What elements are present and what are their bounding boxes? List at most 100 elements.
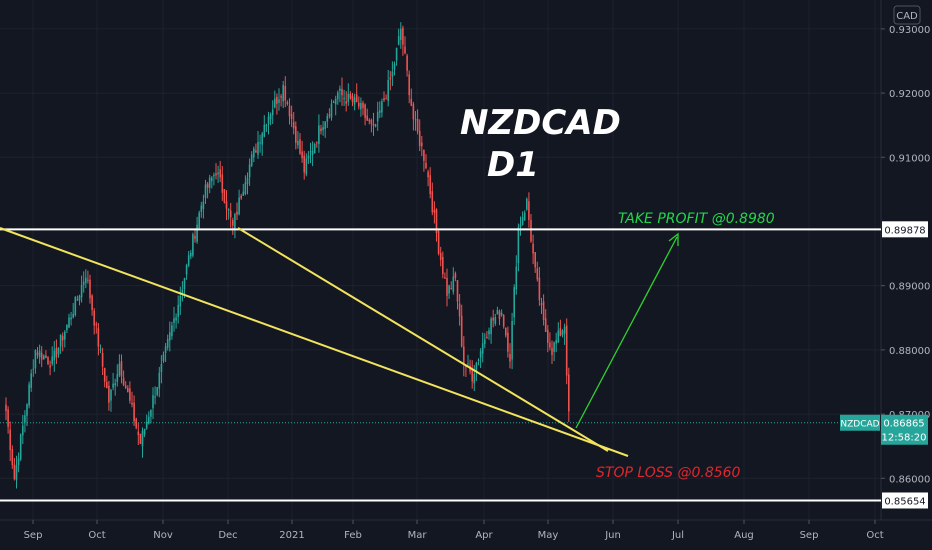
candle-body [559, 328, 562, 336]
candle-body [152, 395, 154, 409]
x-tick-label: Apr [475, 530, 493, 541]
candle-body [236, 211, 238, 215]
horizontal-line-tag-label: 0.85654 [884, 496, 925, 507]
candle-body [490, 318, 492, 335]
candle-body [17, 458, 20, 466]
candle-body [206, 183, 209, 188]
candle-body [198, 212, 200, 229]
candle-body [5, 404, 7, 411]
candle-body [110, 389, 112, 401]
candle-body [448, 285, 450, 294]
candle-body [45, 355, 47, 359]
candle-body [334, 98, 337, 105]
trendline-lower[interactable] [237, 227, 609, 452]
candle-body [318, 125, 320, 144]
candle-body [242, 191, 245, 196]
candle-body [66, 324, 68, 331]
candle-body [213, 174, 215, 177]
candle-body [385, 98, 387, 100]
candle-body [542, 301, 545, 320]
x-tick-label: Nov [153, 530, 173, 541]
take-profit-arrow[interactable] [575, 232, 679, 429]
candle-body [244, 182, 247, 194]
candle-body [133, 402, 135, 422]
y-tick-label: 0.91000 [889, 153, 930, 164]
x-tick-label: Jul [671, 530, 684, 541]
candle-body [486, 336, 488, 338]
candle-body [211, 177, 213, 182]
candle-body [286, 102, 289, 105]
candle-body [379, 110, 381, 113]
candle-body [255, 150, 257, 153]
candle-body [330, 103, 333, 118]
candle-body [250, 154, 253, 166]
candle-body [28, 384, 30, 406]
candle-body [498, 311, 501, 320]
candle-body [208, 177, 211, 188]
candle-body [414, 119, 417, 121]
candle-body [532, 243, 534, 254]
candle-body [158, 372, 161, 389]
candle-body [282, 84, 284, 102]
currency-badge[interactable]: CAD [893, 5, 921, 25]
candle-body [515, 266, 518, 290]
candle-body [565, 325, 568, 376]
candle-body [484, 339, 486, 345]
candle-body [488, 330, 490, 335]
horizontal-line-price-tags: 0.89878 0.85654 [882, 221, 928, 509]
candle-body [389, 77, 392, 80]
candle-body [112, 383, 114, 388]
candle-body [43, 355, 45, 360]
candle-body [114, 383, 116, 386]
candle-body [355, 94, 358, 103]
candle-body [435, 209, 438, 234]
horizontal-lines[interactable] [0, 228, 881, 502]
candle-body [72, 313, 74, 318]
x-tick-label: Dec [218, 530, 237, 541]
candle-body [502, 315, 505, 327]
trendline-upper[interactable] [0, 227, 629, 457]
candle-body [528, 201, 530, 220]
candle-body [406, 55, 408, 71]
candle-body [425, 162, 427, 168]
candle-body [36, 352, 39, 356]
candle-body [538, 277, 541, 301]
candle-body [395, 47, 398, 61]
candle-body [477, 359, 480, 361]
candle-body [456, 280, 459, 302]
candle-body [223, 189, 226, 203]
candle-body [232, 220, 234, 226]
candle-body [418, 130, 421, 147]
candle-body [127, 387, 129, 393]
y-tick-label: 0.86000 [889, 474, 930, 485]
candle-body [523, 212, 526, 221]
candle-body [80, 285, 83, 298]
candle-body [57, 347, 60, 355]
candle-body [339, 88, 341, 91]
candle-body [381, 101, 383, 113]
candle-body [181, 289, 184, 294]
candle-body [156, 387, 158, 395]
candle-body [400, 28, 402, 40]
candle-body [101, 352, 104, 367]
candle-body [376, 111, 379, 122]
candle-body [38, 350, 41, 358]
candle-body [131, 402, 133, 405]
candle-body [305, 158, 308, 175]
candle-body [103, 368, 106, 382]
candle-body [446, 278, 448, 296]
candle-body [19, 434, 22, 460]
current-price-tag: NZDCAD 0.86865 12:58:20 [840, 414, 928, 445]
candle-body [106, 382, 108, 389]
candle-body [301, 151, 303, 159]
candle-body [265, 124, 268, 126]
candle-body [276, 96, 278, 104]
candle-body [439, 253, 442, 260]
symbol-title: NZDCAD [460, 103, 621, 143]
candle-body [7, 409, 9, 427]
candle-body [368, 119, 371, 122]
candle-body [467, 363, 469, 365]
candle-body [30, 373, 32, 388]
